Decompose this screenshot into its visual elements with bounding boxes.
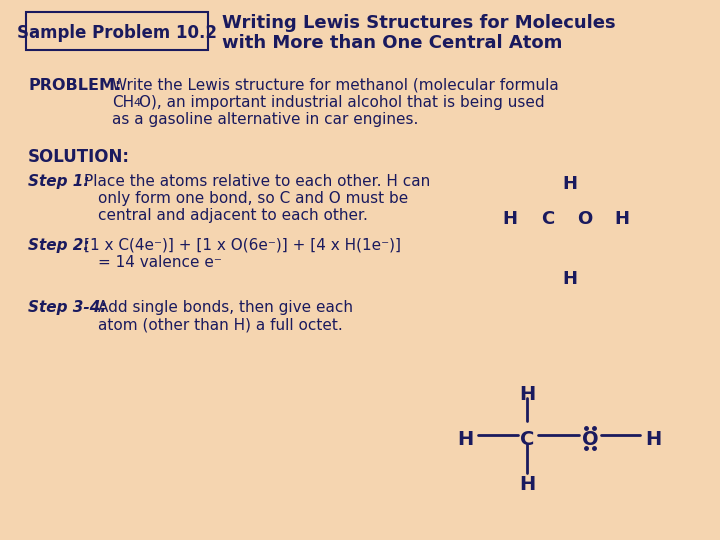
Text: atom (other than H) a full octet.: atom (other than H) a full octet. bbox=[98, 317, 343, 332]
Text: H: H bbox=[562, 270, 577, 288]
Text: Step 2:: Step 2: bbox=[28, 238, 89, 253]
Text: H: H bbox=[614, 210, 629, 228]
Text: = 14 valence e⁻: = 14 valence e⁻ bbox=[98, 255, 222, 270]
Text: Step 3-4:: Step 3-4: bbox=[28, 300, 107, 315]
Text: O), an important industrial alcohol that is being used: O), an important industrial alcohol that… bbox=[139, 95, 544, 110]
Text: 4: 4 bbox=[133, 98, 140, 108]
Text: Write the Lewis structure for methanol (molecular formula: Write the Lewis structure for methanol (… bbox=[112, 78, 559, 93]
Text: SOLUTION:: SOLUTION: bbox=[28, 148, 130, 166]
Text: H: H bbox=[503, 210, 518, 228]
FancyBboxPatch shape bbox=[26, 12, 208, 50]
Text: Sample Problem 10.2: Sample Problem 10.2 bbox=[17, 24, 217, 42]
Text: H: H bbox=[519, 385, 535, 404]
Text: as a gasoline alternative in car engines.: as a gasoline alternative in car engines… bbox=[112, 112, 418, 127]
Text: H: H bbox=[645, 430, 661, 449]
Text: O: O bbox=[582, 430, 598, 449]
Text: CH: CH bbox=[112, 95, 134, 110]
Text: central and adjacent to each other.: central and adjacent to each other. bbox=[98, 208, 368, 223]
Text: Place the atoms relative to each other. H can: Place the atoms relative to each other. … bbox=[84, 174, 431, 189]
Text: C: C bbox=[541, 210, 554, 228]
Text: H: H bbox=[457, 430, 473, 449]
Text: with More than One Central Atom: with More than One Central Atom bbox=[222, 34, 562, 52]
Text: O: O bbox=[577, 210, 593, 228]
Text: H: H bbox=[562, 175, 577, 193]
Text: Add single bonds, then give each: Add single bonds, then give each bbox=[98, 300, 353, 315]
Text: only form one bond, so C and O must be: only form one bond, so C and O must be bbox=[98, 191, 408, 206]
Text: PROBLEM:: PROBLEM: bbox=[28, 78, 122, 93]
Text: Step 1:: Step 1: bbox=[28, 174, 89, 189]
Text: [1 x C(4e⁻)] + [1 x O(6e⁻)] + [4 x H(1e⁻)]: [1 x C(4e⁻)] + [1 x O(6e⁻)] + [4 x H(1e⁻… bbox=[84, 238, 401, 253]
Text: C: C bbox=[520, 430, 534, 449]
Text: Writing Lewis Structures for Molecules: Writing Lewis Structures for Molecules bbox=[222, 14, 616, 32]
Text: H: H bbox=[519, 475, 535, 494]
